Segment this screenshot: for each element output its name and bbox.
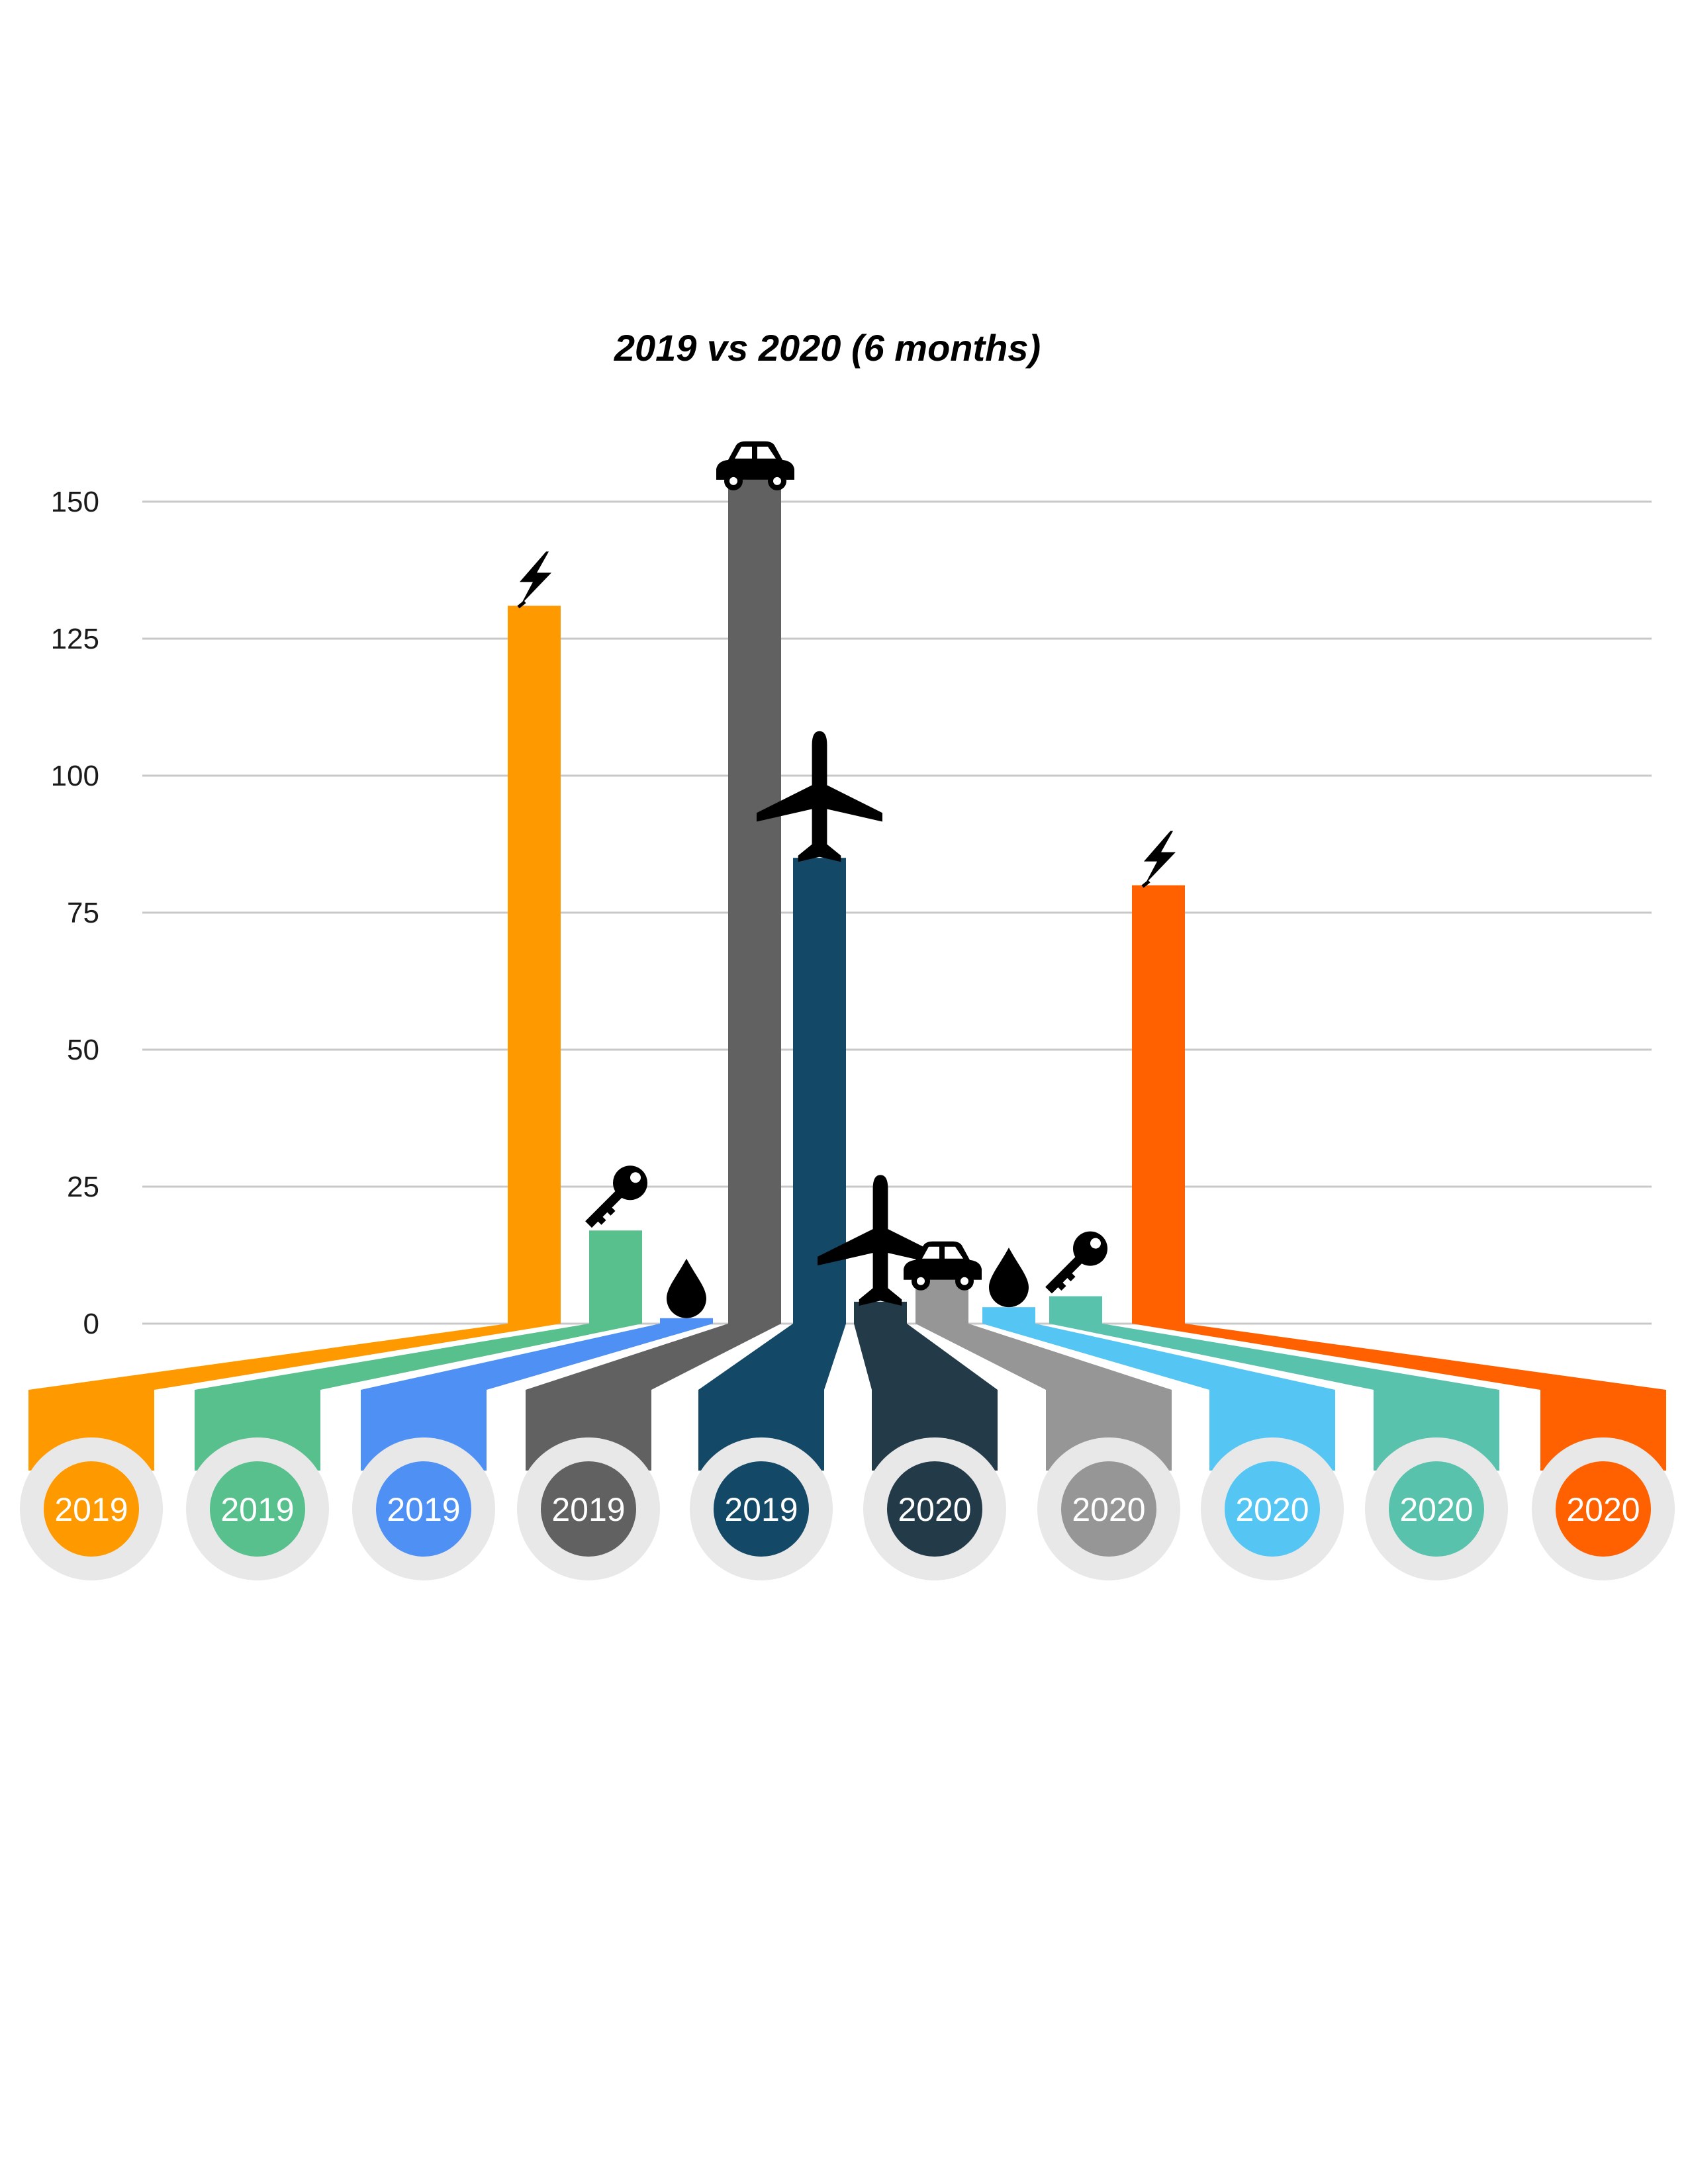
bar: [660, 1318, 713, 1324]
ribbon: [698, 1324, 846, 1471]
y-tick-label: 25: [67, 1171, 99, 1203]
bar: [508, 606, 561, 1324]
badge-circle: [1061, 1461, 1156, 1557]
badge-circle: [1556, 1461, 1651, 1557]
car-icon: [716, 441, 794, 490]
y-axis-ticks: 0 25 50 75 100 125 150: [51, 486, 99, 1340]
category-label: 2020: [1235, 1491, 1309, 1528]
drop-icon: [989, 1248, 1029, 1308]
category-label: 2019: [54, 1491, 128, 1528]
badge-circle: [887, 1461, 982, 1557]
bar: [1132, 885, 1185, 1324]
category-badge: 2019: [186, 1437, 329, 1580]
category-badge: 2020: [1201, 1437, 1344, 1580]
badge-circle: [1389, 1461, 1484, 1557]
key-icon: [585, 1165, 647, 1228]
category-label: 2020: [1566, 1491, 1640, 1528]
category-label: 2019: [387, 1491, 460, 1528]
bar: [793, 858, 846, 1324]
y-tick-label: 0: [83, 1308, 99, 1340]
category-badges: 2019 2019 2019 2019 2019 2020 2020 2020 2020 2020: [20, 1437, 1675, 1580]
category-label: 2019: [724, 1491, 798, 1528]
category-badge: 2020: [863, 1437, 1006, 1580]
category-label: 2019: [551, 1491, 625, 1528]
bar-icons: [517, 441, 1176, 1318]
lightning-icon: [1141, 831, 1176, 888]
gridlines: [142, 500, 1652, 1325]
category-label: 2020: [1399, 1491, 1473, 1528]
badge-circle: [714, 1461, 809, 1557]
chart-title: 2019 vs 2020 (6 months): [614, 327, 1041, 369]
ribbon: [526, 1324, 781, 1471]
ribbon: [1049, 1324, 1499, 1471]
airplane-icon: [818, 1175, 943, 1306]
badge-circle: [541, 1461, 636, 1557]
car-icon: [904, 1241, 982, 1291]
ribbon: [195, 1324, 642, 1471]
drop-icon: [667, 1258, 706, 1318]
badge-circle: [376, 1461, 471, 1557]
bar: [728, 479, 781, 1324]
y-tick-label: 75: [67, 897, 99, 929]
ribbon: [361, 1324, 713, 1471]
bar: [854, 1301, 907, 1324]
category-badge: 2019: [517, 1437, 660, 1580]
badge-circle: [1225, 1461, 1320, 1557]
ribbon: [915, 1324, 1172, 1471]
y-tick-label: 100: [51, 760, 99, 792]
airplane-icon: [757, 731, 882, 862]
y-tick-label: 150: [51, 486, 99, 518]
badge-circle: [44, 1461, 139, 1557]
ribbon: [982, 1324, 1335, 1471]
bar: [982, 1307, 1035, 1324]
category-badge: 2020: [1365, 1437, 1508, 1580]
category-label: 2019: [220, 1491, 294, 1528]
category-badge: 2019: [352, 1437, 495, 1580]
category-label: 2020: [898, 1491, 971, 1528]
key-icon: [1045, 1231, 1107, 1294]
ribbon: [854, 1324, 998, 1471]
bar: [1049, 1296, 1102, 1324]
bars: [508, 479, 1185, 1324]
lightning-icon: [517, 551, 551, 609]
y-tick-label: 50: [67, 1034, 99, 1066]
y-tick-label: 125: [51, 623, 99, 655]
category-badge: 2019: [690, 1437, 833, 1580]
category-badge: 2020: [1037, 1437, 1180, 1580]
bar: [589, 1230, 642, 1324]
category-badge: 2020: [1532, 1437, 1675, 1580]
category-badge: 2019: [20, 1437, 163, 1580]
category-label: 2020: [1072, 1491, 1145, 1528]
badge-circle: [210, 1461, 305, 1557]
